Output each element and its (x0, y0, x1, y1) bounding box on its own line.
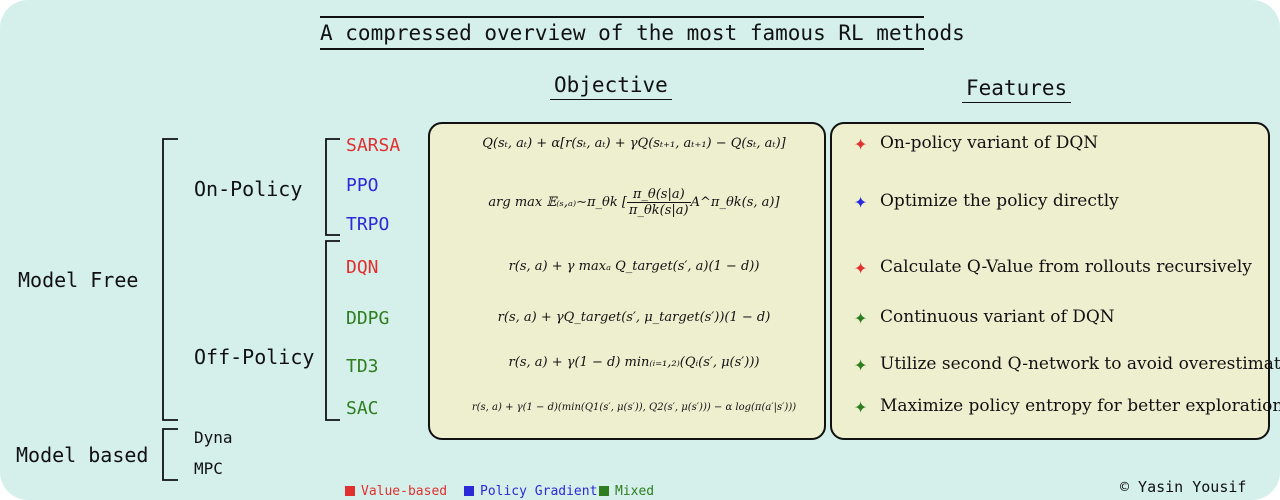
legend-swatch (599, 486, 609, 496)
feature-sac: Maximize policy entropy for better explo… (880, 396, 1280, 416)
objective-sac: r(s, a) + γ(1 − d)(min(Q1(s′, μ(s′)), Q2… (471, 402, 797, 413)
off-policy-bracket (325, 240, 340, 421)
legend-policy-gradient: Policy Gradient (464, 484, 597, 499)
sparkle-icon: ✦ (854, 394, 868, 419)
sparkle-icon: ✦ (854, 189, 868, 214)
sparkle-icon: ✦ (854, 352, 868, 377)
method-sarsa: SARSA (346, 135, 401, 156)
objective-ppo-trpo: arg max 𝔼₍ₛ,ₐ₎∼π_θk [π_θ(s|a) π_θk(s|a) A^… (462, 186, 806, 220)
model-based-bracket (162, 428, 178, 481)
features-header: Features (962, 76, 1072, 103)
features-panel (830, 122, 1270, 440)
legend-mixed: Mixed (599, 484, 654, 499)
credit: © Yasin Yousif (1120, 478, 1247, 496)
on-policy-bracket (325, 138, 340, 236)
sparkle-icon: ✦ (854, 131, 868, 156)
feature-dqn: Calculate Q-Value from rollouts recursiv… (880, 257, 1252, 277)
objective-dqn: r(s, a) + γ maxₐ Q_target(s′, a)(1 − d)) (508, 259, 760, 274)
method-mpc: MPC (194, 459, 223, 478)
objective-ppo-trpo-denominator: π_θk(s|a) (628, 203, 689, 218)
legend-label: Policy Gradient (480, 484, 598, 499)
objective-header: Objective (550, 73, 672, 100)
feature-ppo-trpo: Optimize the policy directly (880, 191, 1119, 211)
legend-label: Mixed (615, 484, 655, 499)
sparkle-icon: ✦ (854, 305, 868, 330)
method-ppo: PPO (346, 175, 379, 196)
feature-sarsa: On-policy variant of DQN (880, 133, 1099, 153)
category-model-free: Model Free (18, 268, 139, 292)
diagram-title: A compressed overview of the most famous… (320, 16, 965, 50)
method-sac: SAC (346, 398, 379, 419)
category-model-based: Model based (16, 443, 149, 467)
objective-ppo-trpo-prefix: arg max 𝔼₍ₛ,ₐ₎∼π_θk [ (488, 195, 627, 210)
feature-td3: Utilize second Q-network to avoid overes… (880, 354, 1280, 374)
legend-swatch (464, 486, 474, 496)
feature-ddpg: Continuous variant of DQN (880, 307, 1115, 327)
method-trpo: TRPO (346, 214, 390, 235)
category-on-policy: On-Policy (194, 177, 303, 201)
legend-value-based: Value-based (345, 484, 447, 499)
legend-label: Value-based (361, 484, 448, 499)
method-dqn: DQN (346, 257, 379, 278)
objective-sarsa: Q(sₜ, aₜ) + α[r(sₜ, aₜ) + γQ(sₜ₊₁, aₜ₊₁)… (482, 136, 786, 151)
sparkle-icon: ✦ (854, 255, 868, 280)
objective-ppo-trpo-suffix: A^π_θk(s, a)] (690, 195, 780, 210)
objective-ppo-trpo-fraction: π_θ(s|a) π_θk(s|a) (626, 187, 691, 218)
method-td3: TD3 (346, 356, 379, 377)
objective-td3: r(s, a) + γ(1 − d) min₍ᵢ₌₁,₂₎(Qᵢ(s′, μ(s… (508, 355, 760, 370)
objective-ddpg: r(s, a) + γQ_target(s′, μ_target(s′))(1 … (497, 310, 771, 325)
method-ddpg: DDPG (346, 308, 390, 329)
category-off-policy: Off-Policy (194, 345, 315, 369)
model-free-bracket (162, 138, 178, 421)
method-dyna: Dyna (194, 428, 233, 447)
legend-swatch (345, 486, 355, 496)
objective-ppo-trpo-numerator: π_θ(s|a) (626, 187, 691, 203)
objective-panel (428, 122, 826, 440)
